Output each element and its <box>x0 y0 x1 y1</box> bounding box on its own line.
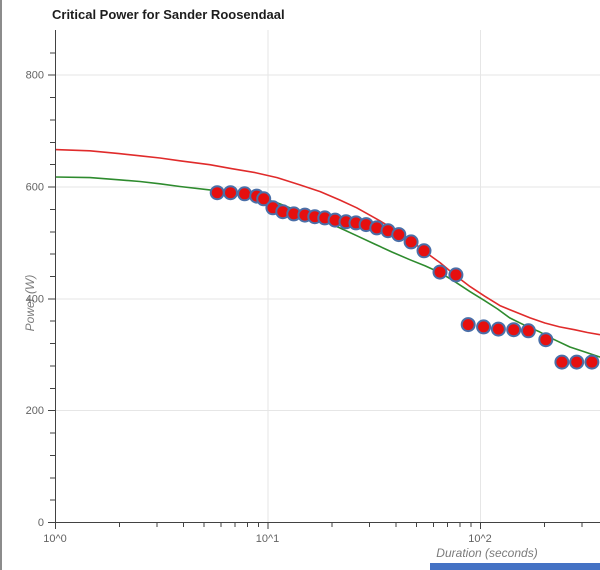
data-point[interactable] <box>237 186 253 202</box>
data-point[interactable] <box>476 319 492 335</box>
data-point[interactable] <box>490 321 506 337</box>
data-point[interactable] <box>460 317 476 333</box>
y-tick-label: 400 <box>26 293 44 305</box>
data-point[interactable] <box>403 234 419 250</box>
data-point[interactable] <box>432 264 448 280</box>
x-axis-title: Duration (seconds) <box>436 546 538 560</box>
data-point[interactable] <box>391 227 407 243</box>
critical-power-model-red-curve <box>54 148 600 336</box>
x-tick-label: 10^1 <box>256 533 280 545</box>
data-point[interactable] <box>209 185 225 201</box>
y-tick-label: 800 <box>26 70 44 82</box>
data-point[interactable] <box>554 354 570 370</box>
scrollbar-thumb[interactable] <box>430 563 600 570</box>
x-tick-label: 10^0 <box>43 533 67 545</box>
data-point[interactable] <box>584 354 600 370</box>
data-point[interactable] <box>223 185 238 201</box>
data-point[interactable] <box>506 322 522 338</box>
x-tick-label: 10^2 <box>468 533 492 545</box>
data-point[interactable] <box>256 191 272 207</box>
y-tick-label: 200 <box>26 405 44 417</box>
window-border-left <box>0 0 2 570</box>
data-point[interactable] <box>538 332 554 348</box>
data-point[interactable] <box>520 323 536 339</box>
y-tick-label: 0 <box>38 517 44 529</box>
data-point[interactable] <box>569 354 585 370</box>
data-point[interactable] <box>416 243 432 259</box>
data-point[interactable] <box>448 267 464 283</box>
y-tick-label: 600 <box>26 182 44 194</box>
chart-title: Critical Power for Sander Roosendaal <box>52 7 285 22</box>
